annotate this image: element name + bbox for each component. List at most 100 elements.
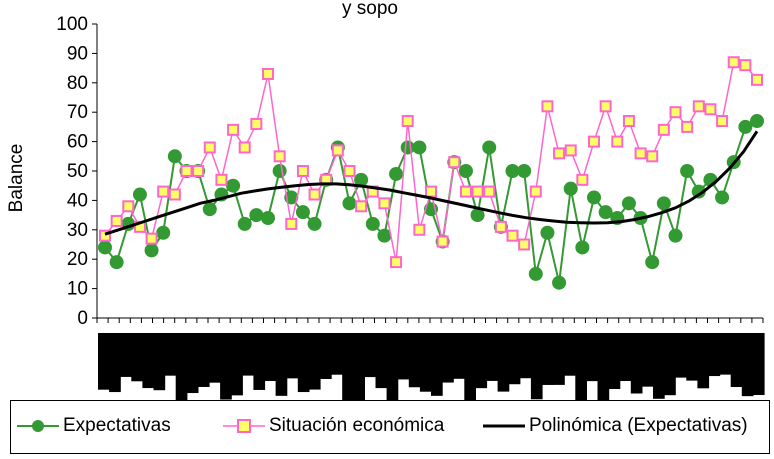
data-point-expectativas: [470, 208, 485, 223]
x-tick-label-redacted: [209, 333, 221, 383]
axes: 0 10 20 30 40 50 60 70 80 90 100: [56, 14, 764, 329]
data-point-expectativas: [354, 172, 369, 187]
legend: Expectativas Situación económica Polinóm…: [10, 400, 770, 454]
data-point-situacion: [448, 156, 461, 169]
x-tick-label-redacted: [275, 333, 288, 396]
x-tick-labels-block: [98, 333, 765, 400]
data-point-expectativas: [226, 178, 241, 193]
x-tick-label-redacted: [109, 333, 121, 393]
data-point-expectativas: [587, 190, 601, 205]
data-point-expectativas: [109, 255, 124, 270]
x-tick-label-redacted: [242, 333, 254, 376]
x-tick-label-redacted: [320, 333, 332, 379]
data-point-situacion: [296, 165, 309, 177]
data-point-situacion: [425, 185, 437, 198]
data-point-situacion: [541, 100, 554, 113]
data-point-situacion: [122, 200, 135, 213]
x-tick-label-redacted: [664, 333, 676, 396]
x-tick-label-redacted: [131, 333, 143, 382]
data-point-situacion: [599, 100, 612, 113]
data-point-expectativas: [505, 164, 520, 178]
y-tick-label: 90: [67, 43, 88, 64]
data-point-expectativas: [307, 216, 322, 231]
data-point-situacion: [518, 238, 531, 251]
x-tick-label-redacted: [164, 333, 177, 376]
data-point-situacion: [436, 235, 449, 248]
data-point-expectativas: [458, 164, 473, 178]
legend-swatch-expectativas: [17, 420, 59, 432]
x-tick-label-redacted: [342, 333, 354, 400]
x-tick-label-redacted: [120, 333, 132, 377]
x-tick-label-redacted: [431, 333, 443, 396]
data-point-expectativas: [598, 205, 613, 220]
data-point-situacion: [168, 188, 181, 201]
x-tick-label-redacted: [475, 333, 488, 389]
data-point-situacion: [308, 188, 321, 201]
data-point-situacion: [331, 144, 344, 157]
data-point-situacion: [716, 115, 729, 128]
data-point-situacion: [110, 214, 123, 227]
x-tick-label-redacted: [231, 333, 243, 396]
data-point-expectativas: [295, 205, 310, 220]
x-tick-label-redacted: [542, 333, 554, 385]
data-point-situacion: [646, 150, 659, 163]
data-point-expectativas: [750, 114, 764, 129]
data-point-situacion: [681, 120, 694, 133]
data-point-expectativas: [144, 243, 159, 258]
legend-label-situacion: Situación económica: [269, 415, 445, 436]
x-tick-label-redacted: [142, 333, 155, 389]
x-tick-label-redacted: [653, 333, 665, 399]
x-tick-label-redacted: [697, 333, 710, 389]
x-tick-label-redacted: [730, 333, 743, 388]
x-tick-label-redacted: [530, 333, 543, 400]
data-point-situacion: [355, 200, 368, 213]
data-point-situacion: [739, 59, 752, 72]
legend-label-expectativas: Expectativas: [63, 415, 171, 436]
data-point-expectativas: [272, 164, 287, 178]
data-point-expectativas: [715, 190, 730, 205]
data-point-situacion: [99, 229, 111, 242]
x-tick-label-redacted: [553, 333, 565, 385]
data-point-situacion: [553, 147, 566, 160]
x-tick-label-redacted: [397, 333, 410, 380]
chart: y sopo 0 10 20 30 40 50 60 70 80 90 100 Balance: [6, 0, 765, 400]
y-tick-label: 80: [67, 73, 88, 94]
data-point-situacion: [622, 115, 635, 128]
data-point-situacion: [727, 56, 740, 69]
data-point-situacion: [227, 123, 240, 136]
data-point-expectativas: [202, 202, 217, 217]
data-point-situacion: [192, 165, 205, 177]
legend-swatch-situacion: [223, 419, 265, 433]
series-line-1: [104, 61, 758, 263]
data-point-expectativas: [621, 196, 636, 211]
data-point-situacion: [506, 229, 519, 242]
data-point-situacion: [285, 217, 298, 230]
data-point-expectativas: [237, 216, 252, 231]
data-point-situacion: [564, 144, 577, 157]
y-tick-label: 60: [67, 132, 88, 153]
y-tick-label: 50: [67, 161, 88, 182]
x-tick-label-redacted: [442, 333, 454, 383]
x-tick-label-redacted: [419, 333, 432, 392]
data-point-situacion: [459, 185, 472, 198]
data-point-expectativas: [517, 164, 532, 178]
data-point-expectativas: [98, 240, 112, 255]
data-point-expectativas: [249, 208, 264, 223]
data-point-expectativas: [132, 187, 147, 202]
y-axis-label: Balance: [6, 144, 27, 213]
data-point-expectativas: [482, 140, 497, 155]
x-tick-label-redacted: [453, 333, 465, 379]
x-tick-label-redacted: [564, 333, 576, 376]
y-tick-label: 100: [56, 14, 88, 35]
data-point-expectativas: [377, 228, 392, 243]
data-point-situacion: [611, 135, 624, 148]
y-tick-label: 40: [67, 190, 88, 211]
data-point-situacion: [401, 115, 414, 128]
data-point-situacion: [273, 150, 286, 163]
x-tick-label-redacted: [98, 333, 110, 390]
legend-item-polinomica: Polinómica (Expectativas): [483, 413, 748, 439]
data-point-expectativas: [680, 164, 695, 178]
x-tick-label-redacted: [308, 333, 321, 390]
data-point-situacion: [157, 185, 170, 198]
data-point-expectativas: [563, 181, 578, 196]
